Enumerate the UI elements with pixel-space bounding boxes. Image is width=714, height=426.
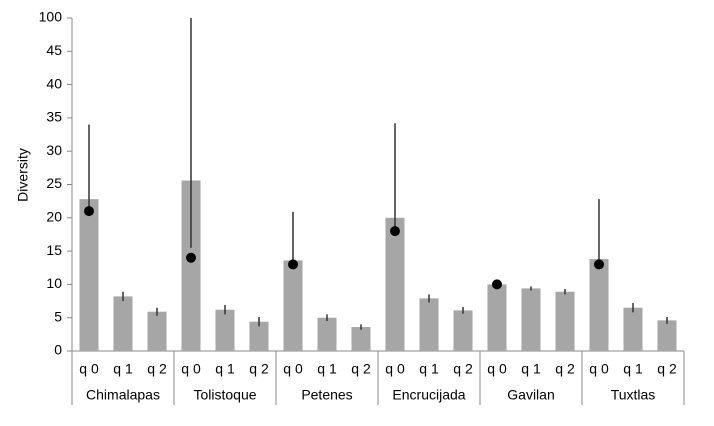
y-tick-label: 15 (46, 242, 62, 258)
point (288, 259, 298, 270)
x-tick-label: q 1 (215, 361, 235, 377)
bar (351, 327, 371, 351)
x-tick-label: q 0 (181, 361, 201, 377)
bar (317, 317, 337, 351)
y-tick-label: 100 (39, 9, 63, 25)
x-tick-label: q 1 (521, 361, 541, 377)
x-tick-label: q 2 (147, 361, 167, 377)
bar (555, 291, 575, 351)
y-tick-label: 45 (46, 42, 62, 58)
x-tick-label: q 1 (419, 361, 439, 377)
bar (521, 288, 541, 351)
x-tick-label: q 2 (555, 361, 575, 377)
y-tick-label: 30 (46, 142, 62, 158)
x-tick-label: q 0 (79, 361, 99, 377)
x-tick-label: q 2 (657, 361, 677, 377)
y-tick-label: 5 (54, 308, 62, 324)
point (390, 226, 400, 237)
x-tick-label: q 1 (113, 361, 133, 377)
group-label: Tuxtlas (611, 387, 656, 403)
bar (147, 311, 167, 351)
bar (623, 307, 643, 351)
x-tick-label: q 1 (317, 361, 337, 377)
bar (657, 320, 677, 351)
x-tick-label: q 0 (589, 361, 609, 377)
y-tick-label: 25 (46, 175, 62, 191)
point (594, 259, 604, 270)
bar (589, 259, 609, 351)
bar (79, 199, 99, 351)
x-tick-label: q 0 (283, 361, 303, 377)
bar (453, 310, 473, 351)
x-tick-label: q 0 (487, 361, 507, 377)
group-label: Petenes (301, 387, 352, 403)
bar (283, 260, 303, 351)
bar (215, 309, 235, 351)
bar (113, 296, 133, 351)
x-tick-label: q 1 (623, 361, 643, 377)
group-label: Gavilan (507, 387, 554, 403)
group-label: Tolistoque (193, 387, 256, 403)
bar (419, 298, 439, 351)
x-tick-label: q 2 (249, 361, 269, 377)
point (186, 252, 196, 263)
y-tick-label: 35 (46, 109, 62, 125)
y-axis-label: Diversity (15, 148, 31, 202)
group-label: Chimalapas (86, 387, 160, 403)
x-tick-label: q 0 (385, 361, 405, 377)
y-tick-label: 10 (46, 275, 62, 291)
y-tick-label: 0 (54, 342, 62, 358)
point (84, 206, 94, 217)
group-label: Encrucijada (392, 387, 465, 403)
bar (487, 284, 507, 351)
x-tick-label: q 2 (453, 361, 473, 377)
y-tick-label: 20 (46, 209, 62, 225)
y-tick-label: 40 (46, 75, 62, 91)
x-tick-label: q 2 (351, 361, 371, 377)
bar (181, 180, 201, 351)
point (492, 279, 502, 290)
bar (249, 321, 269, 351)
bar (385, 217, 405, 351)
